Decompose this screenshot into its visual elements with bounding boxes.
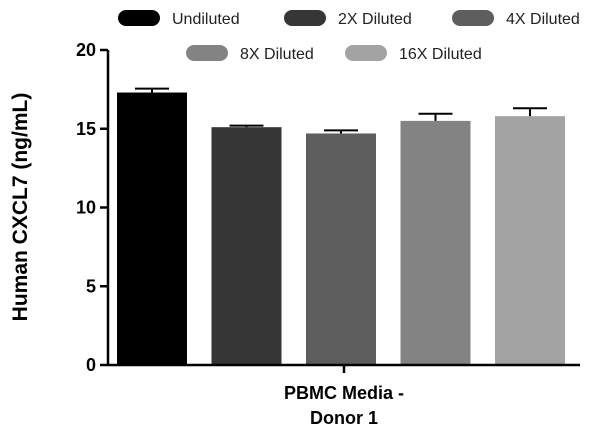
bar-5	[495, 116, 565, 366]
legend-swatch-2	[284, 10, 326, 26]
legend-label-4: 8X Diluted	[240, 46, 314, 63]
y-axis-title: Human CXCL7 (ng/mL)	[9, 93, 32, 322]
category-label-line-1: PBMC Media -	[284, 383, 404, 403]
y-tick-label-15: 15	[76, 119, 96, 139]
bar-1	[117, 92, 187, 366]
legend-swatch-1	[118, 10, 160, 26]
bars	[117, 87, 565, 366]
legend: Undiluted 2X Diluted 4X Diluted 8X Diluted 1…	[118, 10, 580, 63]
y-tick-label-20: 20	[76, 40, 96, 60]
legend-swatch-5	[345, 45, 387, 61]
legend-label-3: 4X Diluted	[506, 11, 580, 28]
y-tick-label-0: 0	[86, 355, 96, 375]
category-label-line-2: Donor 1	[310, 408, 378, 428]
legend-label-2: 2X Diluted	[338, 11, 412, 28]
y-tick-label-5: 5	[86, 276, 96, 296]
bar-3	[306, 133, 376, 365]
legend-label-5: 16X Diluted	[399, 46, 482, 63]
x-axis	[108, 363, 580, 373]
legend-swatch-3	[452, 10, 494, 26]
bar-4	[400, 120, 471, 365]
y-tick-label-10: 10	[76, 198, 96, 218]
bar-2	[211, 127, 282, 365]
y-axis: 0 5 10 15 20	[76, 40, 110, 375]
legend-label-1: Undiluted	[172, 11, 240, 28]
legend-swatch-4	[186, 45, 228, 61]
